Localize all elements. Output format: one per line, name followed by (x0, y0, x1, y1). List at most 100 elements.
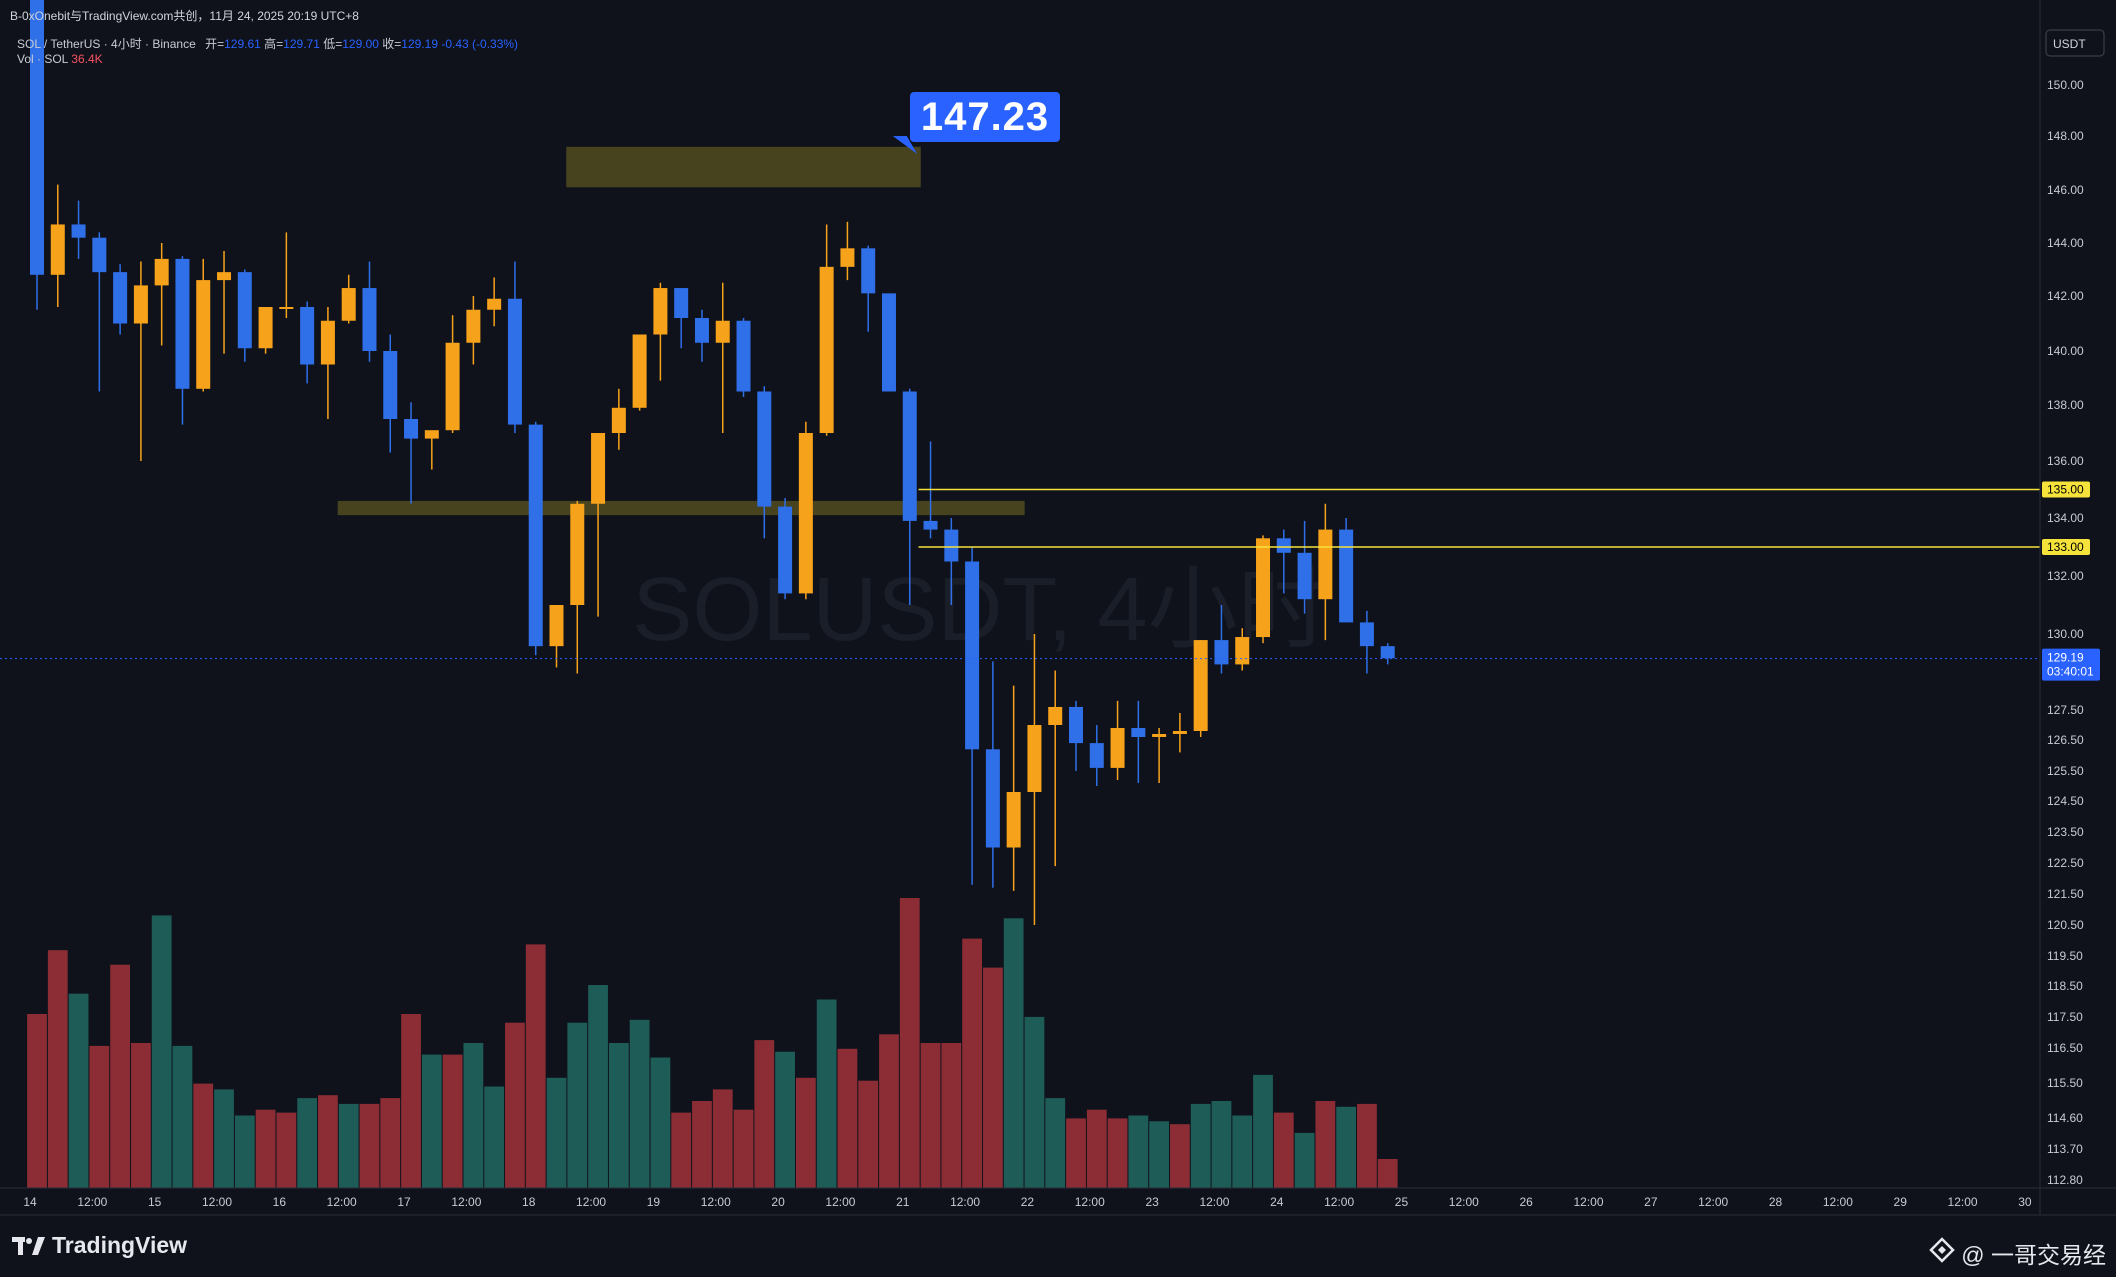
candle-body (881, 293, 896, 392)
price-tick-label: 144.00 (2047, 236, 2084, 250)
volume-bar (276, 1112, 297, 1188)
time-tick-label: 12:00 (701, 1195, 731, 1209)
candle-body (320, 320, 335, 365)
time-tick-label: 27 (1644, 1195, 1658, 1209)
candle-body (923, 520, 938, 530)
candle-body (1027, 725, 1042, 792)
symbol-legend[interactable]: SOL / TetherUS · 4小时 · Binance 开=129.61 … (17, 35, 518, 52)
candle-body (404, 419, 419, 439)
volume-bar (837, 1048, 858, 1188)
price-tick-label: 132.00 (2047, 569, 2084, 583)
time-tick-label: 29 (1894, 1195, 1908, 1209)
time-tick-label: 16 (273, 1195, 287, 1209)
price-tick-label: 121.50 (2047, 887, 2084, 901)
candle-body (902, 391, 917, 521)
candle-body (591, 433, 606, 504)
candle-body (279, 307, 294, 309)
volume-bar (1024, 1016, 1045, 1188)
level-badge-label: 135.00 (2047, 483, 2084, 497)
time-axis[interactable]: 14 12:00 15 12:00 16 12:00 17 12:00 18 12:00 19 12:… (0, 1187, 2116, 1216)
zone-1 (337, 500, 1025, 516)
volume-legend[interactable]: Vol · SOL 36.4K (17, 52, 103, 66)
candle-body (50, 224, 65, 275)
volume-bar (338, 1103, 359, 1188)
brand-label: TradingView (52, 1232, 188, 1258)
volume-bar (89, 1045, 110, 1188)
candle-body (424, 430, 439, 439)
time-tick-label: 14 (23, 1195, 37, 1209)
volume-bar (505, 1022, 525, 1188)
volume-bar (733, 1109, 754, 1188)
candle-body (1069, 706, 1083, 744)
volume-bar (68, 993, 89, 1188)
volume-bar (234, 1115, 255, 1188)
candle-body (487, 298, 502, 310)
candle-body (1110, 728, 1125, 768)
price-tick-label: 114.60 (2047, 1111, 2083, 1125)
volume-bar (1045, 1098, 1066, 1188)
candle-body (965, 561, 980, 750)
candle-body (445, 342, 460, 431)
open-label: 开= (205, 37, 225, 51)
candle-body (1339, 529, 1354, 623)
volume-bar (172, 1045, 193, 1188)
volume-bar (858, 1080, 879, 1188)
candle-body (1214, 640, 1229, 665)
price-tick-label: 126.50 (2047, 733, 2084, 747)
volume-bar (359, 1103, 380, 1188)
time-tick-label: 12:00 (1823, 1195, 1853, 1209)
candle-body (798, 433, 813, 594)
volume-bar (380, 1098, 401, 1188)
candle-body (1256, 538, 1271, 638)
price-callout[interactable]: 147.23 (910, 92, 1060, 142)
candle-body (944, 529, 959, 562)
price-tick-label: 125.50 (2047, 764, 2084, 778)
low-label: 低= (323, 37, 343, 51)
candle-body (570, 503, 585, 605)
volume-bar (1107, 1118, 1128, 1188)
candle-body (1048, 706, 1063, 725)
volume-bar (1336, 1106, 1357, 1188)
symbol-name[interactable]: SOL / TetherUS · 4小时 · Binance (17, 37, 196, 51)
volume-bar (962, 938, 982, 1188)
close-value: 129.19 (401, 37, 438, 51)
high-value: 129.71 (283, 37, 320, 51)
time-tick-label: 12:00 (576, 1195, 606, 1209)
volume-bar (297, 1098, 318, 1188)
time-tick-label: 22 (1021, 1195, 1035, 1209)
volume-bar (1066, 1118, 1086, 1188)
price-tick-label: 124.50 (2047, 794, 2084, 808)
volume-bar (1170, 1124, 1190, 1188)
volume-bar (484, 1086, 505, 1188)
low-value: 129.00 (342, 37, 379, 51)
current-price-label: 129.19 (2047, 651, 2084, 665)
volume-bar (1253, 1074, 1273, 1188)
candle-body (861, 248, 876, 294)
time-tick-label: 28 (1769, 1195, 1783, 1209)
time-tick-label: 12:00 (77, 1195, 107, 1209)
high-label: 高= (264, 37, 284, 51)
close-label: 收= (382, 37, 402, 51)
candle-body (30, 0, 44, 275)
candle-body (757, 391, 772, 507)
volume-bar (920, 1043, 941, 1188)
volume-bar (110, 964, 131, 1188)
volume-bar (1086, 1109, 1107, 1188)
price-axis[interactable]: 150.00 148.00 146.00 144.00 142.00 140.00 138.… (2039, 0, 2105, 1215)
candle-body (1235, 637, 1250, 665)
price-tick-label: 123.50 (2047, 825, 2084, 839)
volume-bar (1190, 1103, 1211, 1188)
volume-bar (629, 1019, 650, 1188)
zone-0 (566, 146, 921, 188)
highlight-zones (337, 146, 1025, 516)
candle-body (694, 318, 709, 343)
price-tick-label: 150.00 (2047, 78, 2084, 92)
symbol-watermark: SOLUSDT, 4小时 (632, 560, 1327, 660)
tradingview-brand[interactable]: TradingView (12, 1232, 187, 1259)
price-tick-label: 127.50 (2047, 703, 2084, 717)
horizontal-levels[interactable] (0, 488, 2040, 660)
author-name: @ 一哥交易经 (1961, 1242, 2106, 1268)
candle-body (466, 309, 481, 343)
